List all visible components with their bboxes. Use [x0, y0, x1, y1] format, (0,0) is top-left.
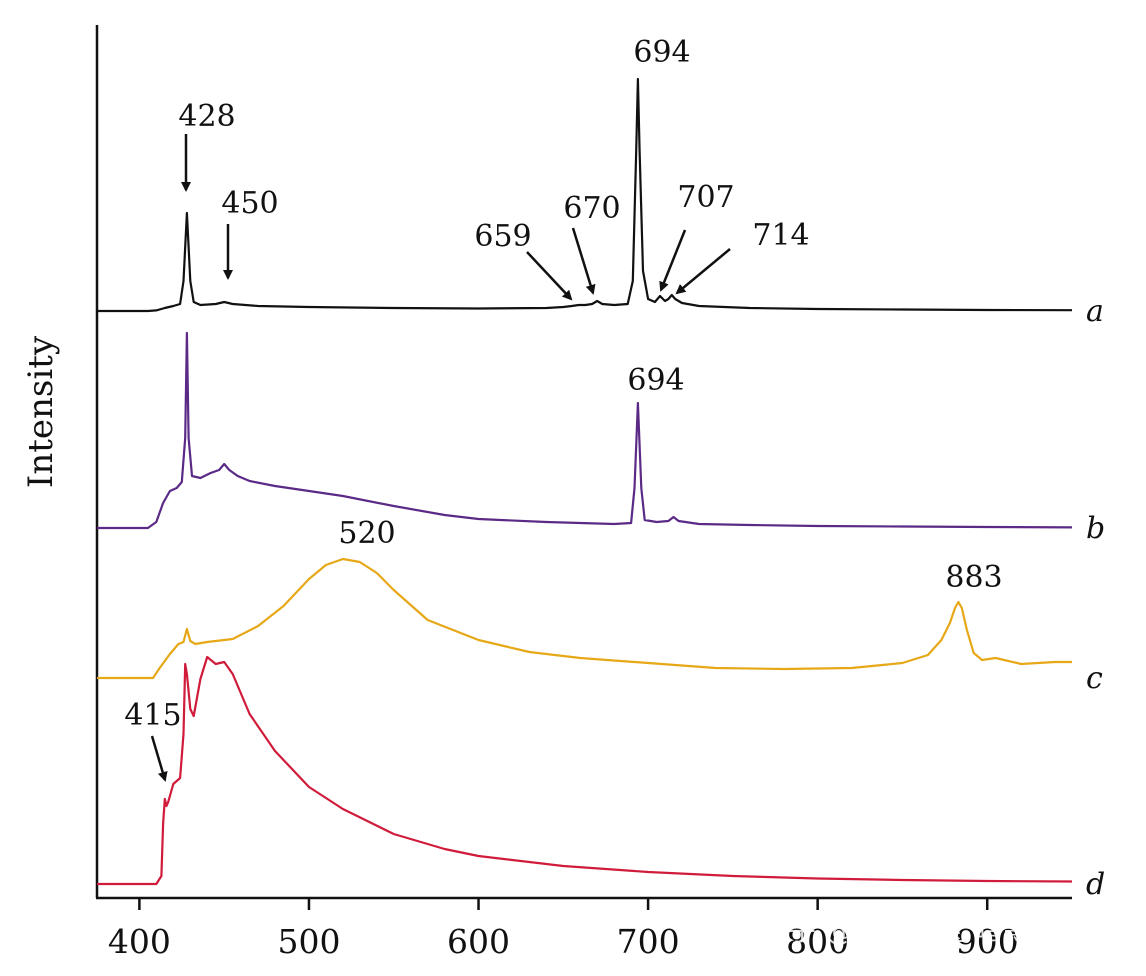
annotation-c-883-label: 883 — [945, 560, 1002, 595]
series-line-a — [97, 77, 1073, 313]
series-letter-b: b — [1086, 511, 1105, 546]
x-tick-label-900: 900 — [956, 922, 1019, 961]
annotation-d-415-arrow — [150, 735, 168, 782]
x-axis-ticks: 400 500 600 700 800 900 — [108, 898, 1019, 961]
annotation-a-707-label: 707 — [677, 180, 734, 215]
annotation-a-659-arrow — [526, 251, 573, 301]
series-line-d — [97, 655, 1073, 886]
series-line-c — [97, 557, 1072, 680]
annotation-a-670-label: 670 — [563, 191, 620, 226]
annotation-a-707-arrow — [659, 229, 687, 292]
x-tick-label-500: 500 — [277, 922, 340, 961]
series-layer — [97, 77, 1073, 886]
x-tick-label-600: 600 — [447, 922, 510, 961]
x-tick-label-700: 700 — [617, 922, 680, 961]
annotation-d-415-label: 415 — [124, 698, 181, 733]
annotation-a-670-arrow — [571, 227, 596, 295]
y-axis-label: Intensity — [21, 335, 61, 488]
annotation-layer: 428 450 659 670 694 707 714 694 520 883 415 — [124, 35, 1003, 782]
annotation-a-714-arrow — [675, 248, 731, 295]
series-letter-c: c — [1086, 661, 1103, 696]
x-tick-label-400: 400 — [108, 922, 171, 961]
series-letter-a: a — [1086, 294, 1104, 329]
series-line-b — [97, 331, 1073, 530]
watermark-text: 知乎 @吃人珠宝 暗影猫 — [760, 914, 1058, 947]
x-tick-label-800: 800 — [786, 922, 849, 961]
annotation-a-659-label: 659 — [474, 219, 531, 254]
series-letter-d: d — [1086, 867, 1105, 902]
series-letter-layer: a b c d — [1086, 294, 1105, 902]
annotation-a-714-label: 714 — [752, 218, 809, 253]
annotation-a-694-label: 694 — [633, 35, 690, 70]
annotation-b-694-label: 694 — [627, 363, 684, 398]
annotation-a-428-label: 428 — [178, 99, 235, 134]
annotation-a-450-label: 450 — [221, 186, 278, 221]
annotation-c-520-label: 520 — [338, 516, 395, 551]
